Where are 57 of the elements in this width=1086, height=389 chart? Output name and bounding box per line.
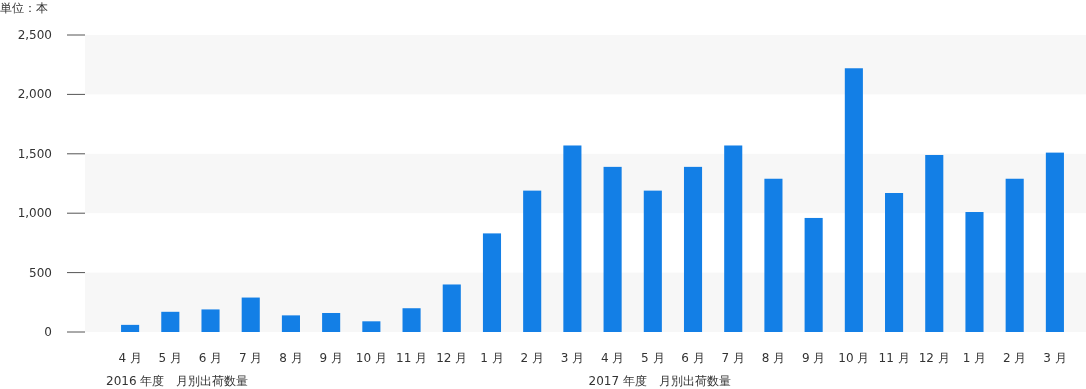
bar: [1045, 152, 1064, 332]
y-tick-label: 500: [29, 265, 52, 280]
bar: [563, 145, 582, 332]
x-tick-label: 7 月: [721, 351, 745, 365]
bar: [201, 309, 220, 332]
x-tick-label: 9 月: [319, 351, 343, 365]
x-tick-label: 1 月: [962, 351, 987, 365]
bar: [764, 178, 783, 332]
bar: [281, 315, 300, 332]
x-tick-label: 2 月: [1002, 351, 1027, 365]
y-tick-label: 0: [44, 325, 52, 339]
x-tick-label: 12 月: [918, 351, 950, 365]
bar: [442, 284, 461, 332]
bar: [402, 308, 421, 332]
x-tick-label: 10 月: [838, 351, 870, 365]
x-tick-label: 11 月: [396, 351, 428, 365]
x-tick-label: 12 月: [436, 351, 468, 365]
bar: [121, 324, 140, 332]
y-tick-label: 2,500: [17, 28, 52, 42]
bar: [724, 145, 743, 332]
x-tick-label: 4 月: [600, 351, 625, 365]
bar: [804, 217, 823, 332]
y-tick-label: 1,500: [17, 146, 52, 161]
bar: [322, 312, 341, 332]
bar: [161, 311, 180, 332]
bar: [885, 193, 904, 332]
x-tick-label: 3 月: [1043, 351, 1067, 365]
x-tick-label: 11 月: [878, 351, 910, 365]
bar: [965, 212, 984, 332]
bar: [1005, 178, 1024, 332]
bar: [643, 190, 662, 332]
x-tick-label: 7 月: [239, 351, 263, 365]
x-tick-label: 9 月: [801, 351, 826, 365]
x-tick-label: 8 月: [279, 351, 303, 365]
text: 2017 年度 月別出荷数量: [588, 374, 731, 388]
bar: [603, 166, 622, 332]
bar: [523, 190, 542, 332]
bar: [241, 297, 260, 332]
x-tick-label: 2 月: [520, 351, 544, 365]
x-tick-label: 8 月: [761, 351, 786, 365]
x-tick-label: 5 月: [641, 351, 665, 365]
x-tick-label: 10 月: [355, 351, 387, 365]
x-tick-label: 6 月: [198, 351, 223, 365]
y-tick-label: 2,000: [17, 87, 52, 102]
bar: [683, 166, 703, 332]
bar: [925, 154, 944, 332]
bar: [844, 68, 863, 332]
x-tick-label: 3 月: [560, 351, 585, 365]
y-axis-title: 単位：本: [0, 1, 48, 15]
bar: [482, 233, 502, 332]
y-tick-label: 1,000: [17, 206, 52, 221]
x-tick-label: 4 月: [118, 351, 142, 365]
x-tick-label: 6 月: [681, 351, 705, 365]
text: 2016 年度 月別出荷数量: [106, 374, 249, 388]
x-tick-label: 5 月: [158, 351, 183, 365]
bar: [362, 321, 381, 332]
x-tick-label: 1 月: [480, 351, 504, 365]
